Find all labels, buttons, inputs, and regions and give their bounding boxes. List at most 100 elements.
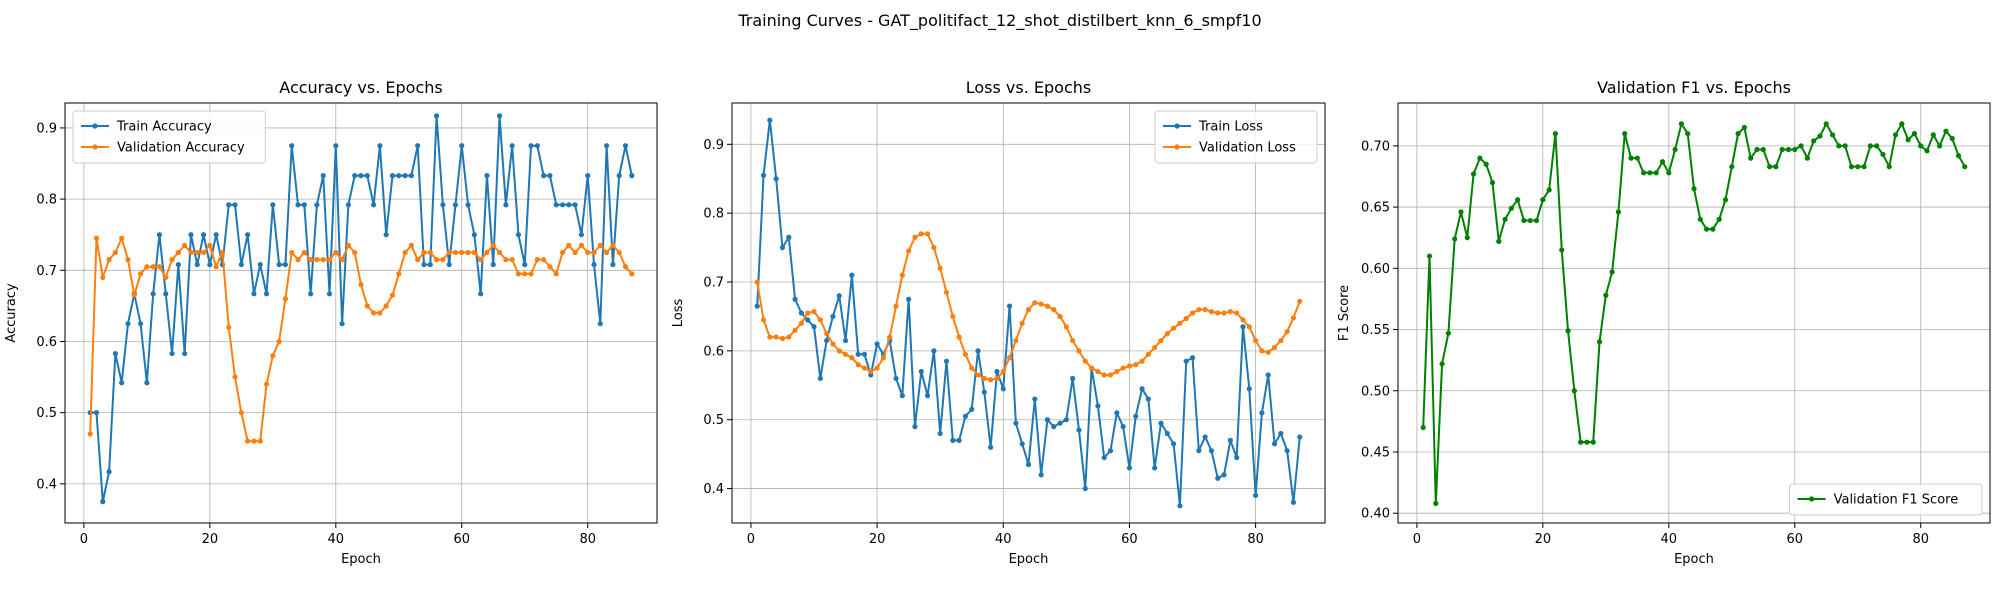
data-point xyxy=(988,377,994,383)
data-point xyxy=(1628,155,1634,161)
data-point xyxy=(1502,216,1508,222)
data-point xyxy=(169,257,175,263)
data-point xyxy=(219,249,226,256)
data-point xyxy=(950,313,956,320)
series-line xyxy=(756,232,1301,381)
data-point xyxy=(1208,309,1215,315)
data-point xyxy=(1710,226,1716,232)
legend-entry: Train Loss xyxy=(1198,120,1263,135)
data-point xyxy=(817,375,823,382)
series-validation-loss xyxy=(754,231,1303,383)
data-point xyxy=(786,234,792,240)
y-tick-label: 0.4 xyxy=(703,482,724,497)
y-tick-label: 0.7 xyxy=(36,264,57,279)
data-point xyxy=(616,173,622,179)
data-point xyxy=(880,355,887,361)
data-point xyxy=(1578,439,1584,445)
data-point xyxy=(383,303,389,309)
data-point xyxy=(541,257,547,263)
data-point xyxy=(496,113,503,119)
data-point xyxy=(1290,499,1297,505)
data-point xyxy=(1145,351,1151,357)
data-point xyxy=(572,249,578,256)
data-point xyxy=(943,289,950,295)
data-point xyxy=(849,355,855,361)
data-point xyxy=(906,296,912,302)
data-point xyxy=(1120,365,1126,371)
data-point xyxy=(912,234,918,240)
data-point xyxy=(1240,324,1246,330)
data-point xyxy=(912,424,918,430)
data-point xyxy=(484,249,490,256)
data-point xyxy=(1082,358,1088,364)
data-point xyxy=(459,249,465,256)
x-tick-label: 60 xyxy=(1786,532,1803,547)
data-point xyxy=(1032,300,1038,306)
data-point xyxy=(389,292,396,298)
data-point xyxy=(1019,320,1025,326)
data-point xyxy=(1678,121,1685,127)
x-tick-label: 60 xyxy=(453,532,470,547)
x-tick-label: 20 xyxy=(869,532,886,547)
chart-panels: Accuracy vs. Epochs 0 20 40 60 80 0.4 0.5 0.6 0.7… xyxy=(4,78,1991,567)
plot-frame xyxy=(731,102,1326,524)
data-point xyxy=(824,331,830,337)
x-tick-label: 0 xyxy=(1413,532,1421,547)
legend-marker xyxy=(1174,144,1180,150)
y-tick-label: 0.70 xyxy=(1361,139,1390,154)
data-point xyxy=(1565,328,1571,334)
data-point xyxy=(119,380,125,386)
data-point xyxy=(1114,410,1120,416)
data-point xyxy=(1867,143,1873,149)
data-point xyxy=(1297,434,1303,440)
data-point xyxy=(289,249,295,256)
x-axis-label: Epoch xyxy=(341,552,381,567)
data-point xyxy=(1158,337,1164,344)
data-point xyxy=(811,324,817,330)
series-line xyxy=(1422,122,1966,505)
data-point xyxy=(87,431,93,437)
data-point xyxy=(566,242,572,248)
data-point xyxy=(1735,131,1741,137)
data-point xyxy=(994,375,1000,382)
data-point xyxy=(446,249,452,256)
data-point xyxy=(509,257,515,263)
y-axis-label: Loss xyxy=(671,299,686,328)
data-point xyxy=(471,232,477,238)
data-point xyxy=(1899,121,1905,127)
data-point xyxy=(1253,492,1259,499)
data-point xyxy=(798,320,804,326)
x-tick-label: 80 xyxy=(1912,532,1929,547)
data-point xyxy=(1000,368,1006,375)
data-point xyxy=(629,173,635,179)
x-axis-label: Epoch xyxy=(1674,552,1714,567)
data-point xyxy=(1521,217,1527,224)
data-point xyxy=(459,143,465,149)
data-point xyxy=(1874,143,1880,149)
data-point xyxy=(1766,164,1773,170)
data-point xyxy=(1082,485,1088,492)
data-point xyxy=(906,248,912,254)
data-point xyxy=(100,274,106,281)
data-point xyxy=(270,353,276,359)
data-point xyxy=(1804,155,1810,161)
data-point xyxy=(352,173,358,179)
data-point xyxy=(207,261,213,268)
data-point xyxy=(496,249,503,256)
data-point xyxy=(1000,386,1006,392)
x-tick-label: 80 xyxy=(579,532,596,547)
legend-entry: Validation Loss xyxy=(1199,141,1296,156)
data-point xyxy=(559,249,566,256)
data-point xyxy=(1265,372,1271,378)
data-point xyxy=(874,365,880,371)
y-tick-label: 0.40 xyxy=(1361,507,1390,522)
data-point xyxy=(1798,143,1804,149)
chart-title: Validation F1 vs. Epochs xyxy=(1597,78,1791,97)
legend-entry: Validation F1 Score xyxy=(1834,493,1959,508)
data-point xyxy=(1949,135,1955,142)
data-point xyxy=(1076,427,1082,433)
data-point xyxy=(1477,155,1483,161)
y-tick-label: 0.5 xyxy=(36,406,57,421)
data-point xyxy=(887,334,893,340)
